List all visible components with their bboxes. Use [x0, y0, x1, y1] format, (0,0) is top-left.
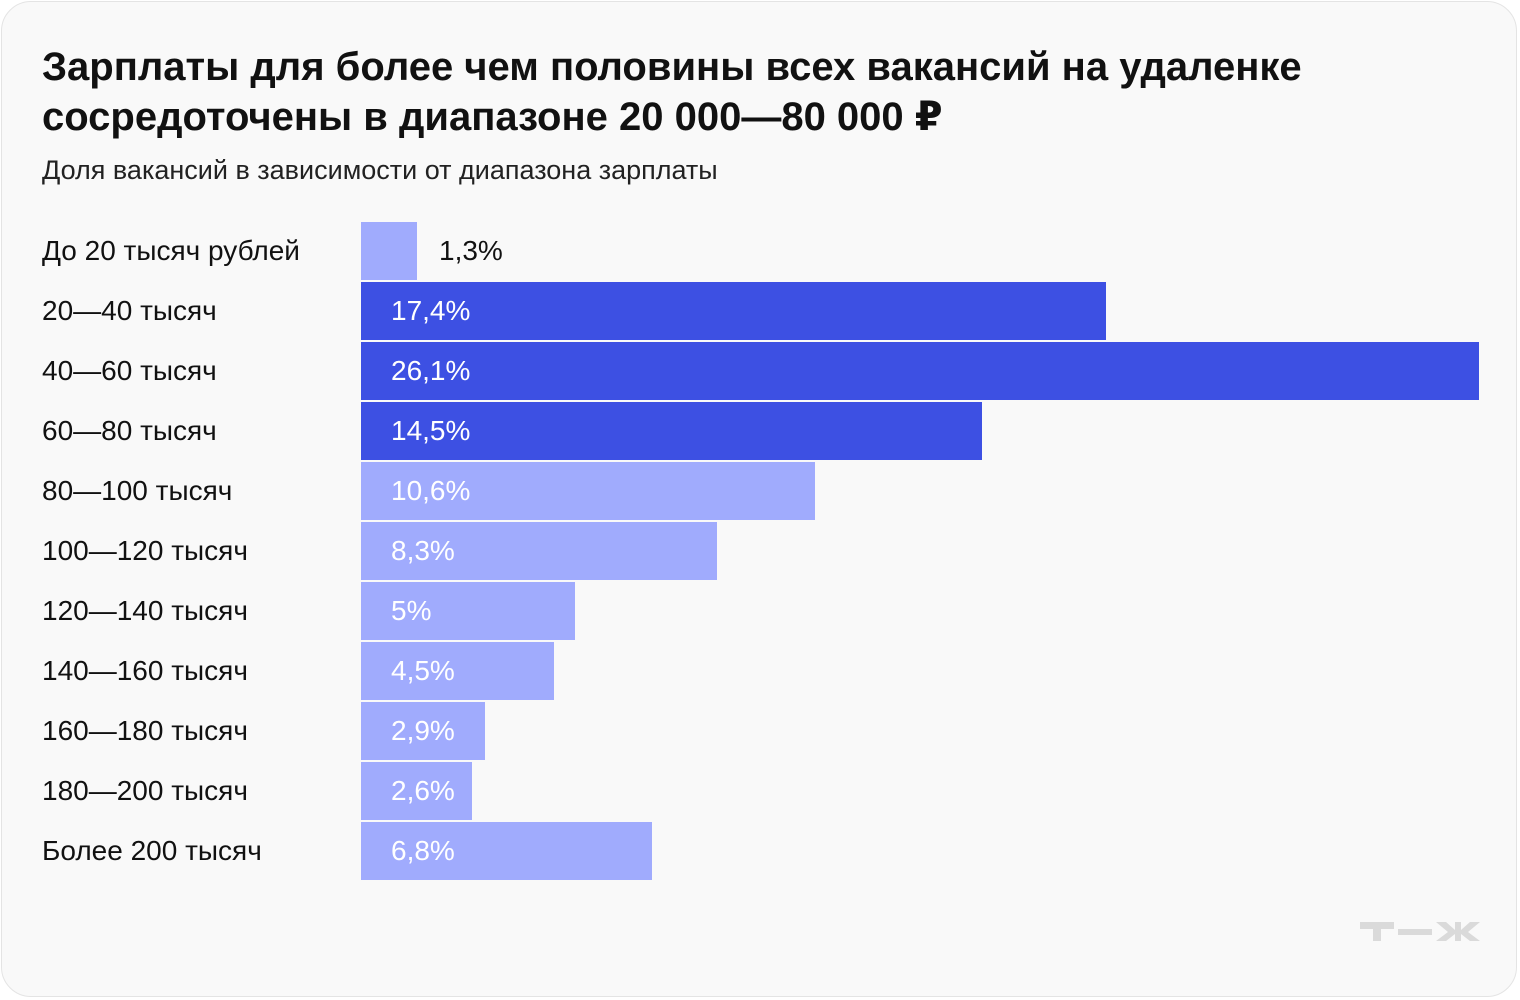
data-label: 10,6%: [391, 475, 471, 506]
data-label: 17,4%: [391, 295, 471, 326]
bar: [361, 762, 472, 820]
bar: [361, 282, 1106, 340]
chart-subtitle: Доля вакансий в зависимости от диапазона…: [42, 155, 718, 185]
category-label: 100—120 тысяч: [42, 535, 248, 566]
category-label: 160—180 тысяч: [42, 715, 248, 746]
category-label: 40—60 тысяч: [42, 355, 217, 386]
bar: [361, 462, 815, 520]
bar: [361, 702, 485, 760]
data-label: 8,3%: [391, 535, 455, 566]
category-label: 140—160 тысяч: [42, 655, 248, 686]
category-label: До 20 тысяч рублей: [42, 235, 300, 266]
bar: [361, 822, 652, 880]
category-label: Более 200 тысяч: [42, 835, 262, 866]
bar: [361, 222, 417, 280]
category-label: 120—140 тысяч: [42, 595, 248, 626]
data-label: 4,5%: [391, 655, 455, 686]
chart-title: Зарплаты для более чем половины всех вак…: [42, 45, 1302, 139]
bar: [361, 342, 1479, 400]
data-label: 14,5%: [391, 415, 471, 446]
category-label: 20—40 тысяч: [42, 295, 217, 326]
data-label: 6,8%: [391, 835, 455, 866]
category-label: 60—80 тысяч: [42, 415, 217, 446]
bar: [361, 642, 554, 700]
category-label: 180—200 тысяч: [42, 775, 248, 806]
data-label: 26,1%: [391, 355, 471, 386]
data-label: 5%: [391, 595, 432, 626]
data-label: 2,6%: [391, 775, 455, 806]
bar: [361, 522, 717, 580]
category-label: 80—100 тысяч: [42, 475, 233, 506]
data-label: 2,9%: [391, 715, 455, 746]
bar: [361, 402, 982, 460]
tzh-logo: [1360, 922, 1480, 941]
bar: [361, 582, 575, 640]
data-label: 1,3%: [439, 235, 503, 266]
